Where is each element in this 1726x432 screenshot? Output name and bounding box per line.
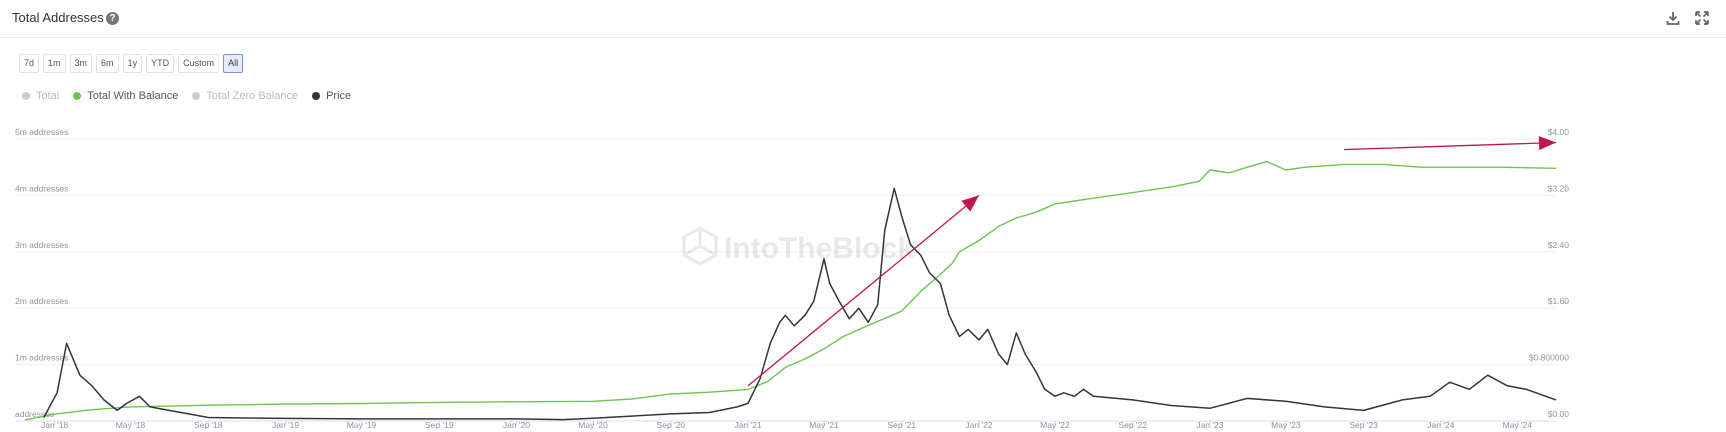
y-right-tick-label: $0.800000 [1529,353,1569,363]
range-button-custom[interactable]: Custom [178,54,220,73]
x-tick-label: May '18 [116,420,146,430]
x-tick-label: May '20 [578,420,608,430]
x-tick-label: May '19 [347,420,377,430]
range-button-3m[interactable]: 3m [69,54,93,73]
x-tick-label: Jan '19 [272,420,299,430]
x-tick-label: Jan '24 [1427,420,1454,430]
annotation-arrow-line [747,194,980,387]
annotation-arrow-line [1344,141,1557,151]
watermark-logo-icon [682,226,718,266]
x-tick-label: Sep '22 [1118,420,1147,430]
legend-label: Price [326,90,352,102]
help-icon[interactable]: ? [106,12,119,25]
legend-label: Total Zero Balance [206,90,299,102]
y-left-tick-label: 4m addresses [15,183,68,193]
y-left-tick-label: 3m addresses [15,240,68,250]
chart-title: Total Addresses [12,10,104,25]
x-tick-label: Sep '18 [194,420,223,430]
y-right-tick-label: $4.00 [1548,127,1570,137]
y-left-tick-label: addresses [15,409,54,419]
y-right-tick-label: $1.60 [1548,296,1570,306]
x-tick-label: Sep '20 [657,420,686,430]
chart-header: Total Addresses ? [0,0,1726,38]
download-icon[interactable] [1664,9,1682,27]
legend-dot-icon [73,92,82,100]
y-right-tick-label: $0.00 [1548,409,1570,419]
range-button-1y[interactable]: 1y [122,54,143,73]
range-button-7d[interactable]: 7d [19,54,40,73]
x-tick-label: May '24 [1503,420,1533,430]
x-tick-label: Sep '21 [887,420,916,430]
x-tick-label: Jan '20 [503,420,530,430]
x-tick-label: Jan '21 [734,420,761,430]
annotation-arrow-head-icon [961,195,979,212]
range-button-all[interactable]: All [223,54,244,73]
x-tick-label: Sep '23 [1349,420,1378,430]
range-button-1m[interactable]: 1m [43,54,66,73]
legend-dot-icon [312,92,321,100]
expand-icon[interactable] [1693,9,1711,27]
x-tick-label: Jan '22 [965,420,992,430]
x-tick-label: May '21 [809,420,839,430]
legend-item-price[interactable]: Price [312,90,351,102]
x-tick-label: May '22 [1040,420,1070,430]
y-right-tick-label: $3.20 [1548,183,1570,193]
x-tick-label: Jan '23 [1196,420,1223,430]
y-right-tick-label: $2.40 [1548,240,1570,250]
legend-item-total-with-balance[interactable]: Total With Balance [73,90,178,102]
range-button-ytd[interactable]: YTD [146,54,175,73]
legend-label: Total [36,90,60,102]
series-line-price [43,187,1557,421]
x-tick-label: Jan '18 [41,420,68,430]
range-button-6m[interactable]: 6m [96,54,119,73]
y-left-tick-label: 5m addresses [15,127,68,137]
legend-dot-icon [22,92,30,100]
y-left-tick-label: 2m addresses [15,296,68,306]
legend-label: Total With Balance [87,90,179,102]
series-line-total-with-balance [24,160,1557,421]
x-tick-label: May '23 [1271,420,1301,430]
range-selector: 7d 1m 3m 6m 1y YTD Custom All [19,54,244,73]
x-tick-label: Sep '19 [425,420,454,430]
legend-item-total-zero-balance[interactable]: Total Zero Balance [192,90,298,102]
y-left-tick-label: 1m addresses [15,353,68,363]
legend-item-total[interactable]: Total [22,90,59,102]
legend-dot-icon [192,92,201,100]
watermark-text: IntoTheBlock [724,232,914,265]
chart-legend: Total Total With Balance Total Zero Balanc… [22,90,351,102]
annotation-arrow-head-icon [1538,136,1556,151]
